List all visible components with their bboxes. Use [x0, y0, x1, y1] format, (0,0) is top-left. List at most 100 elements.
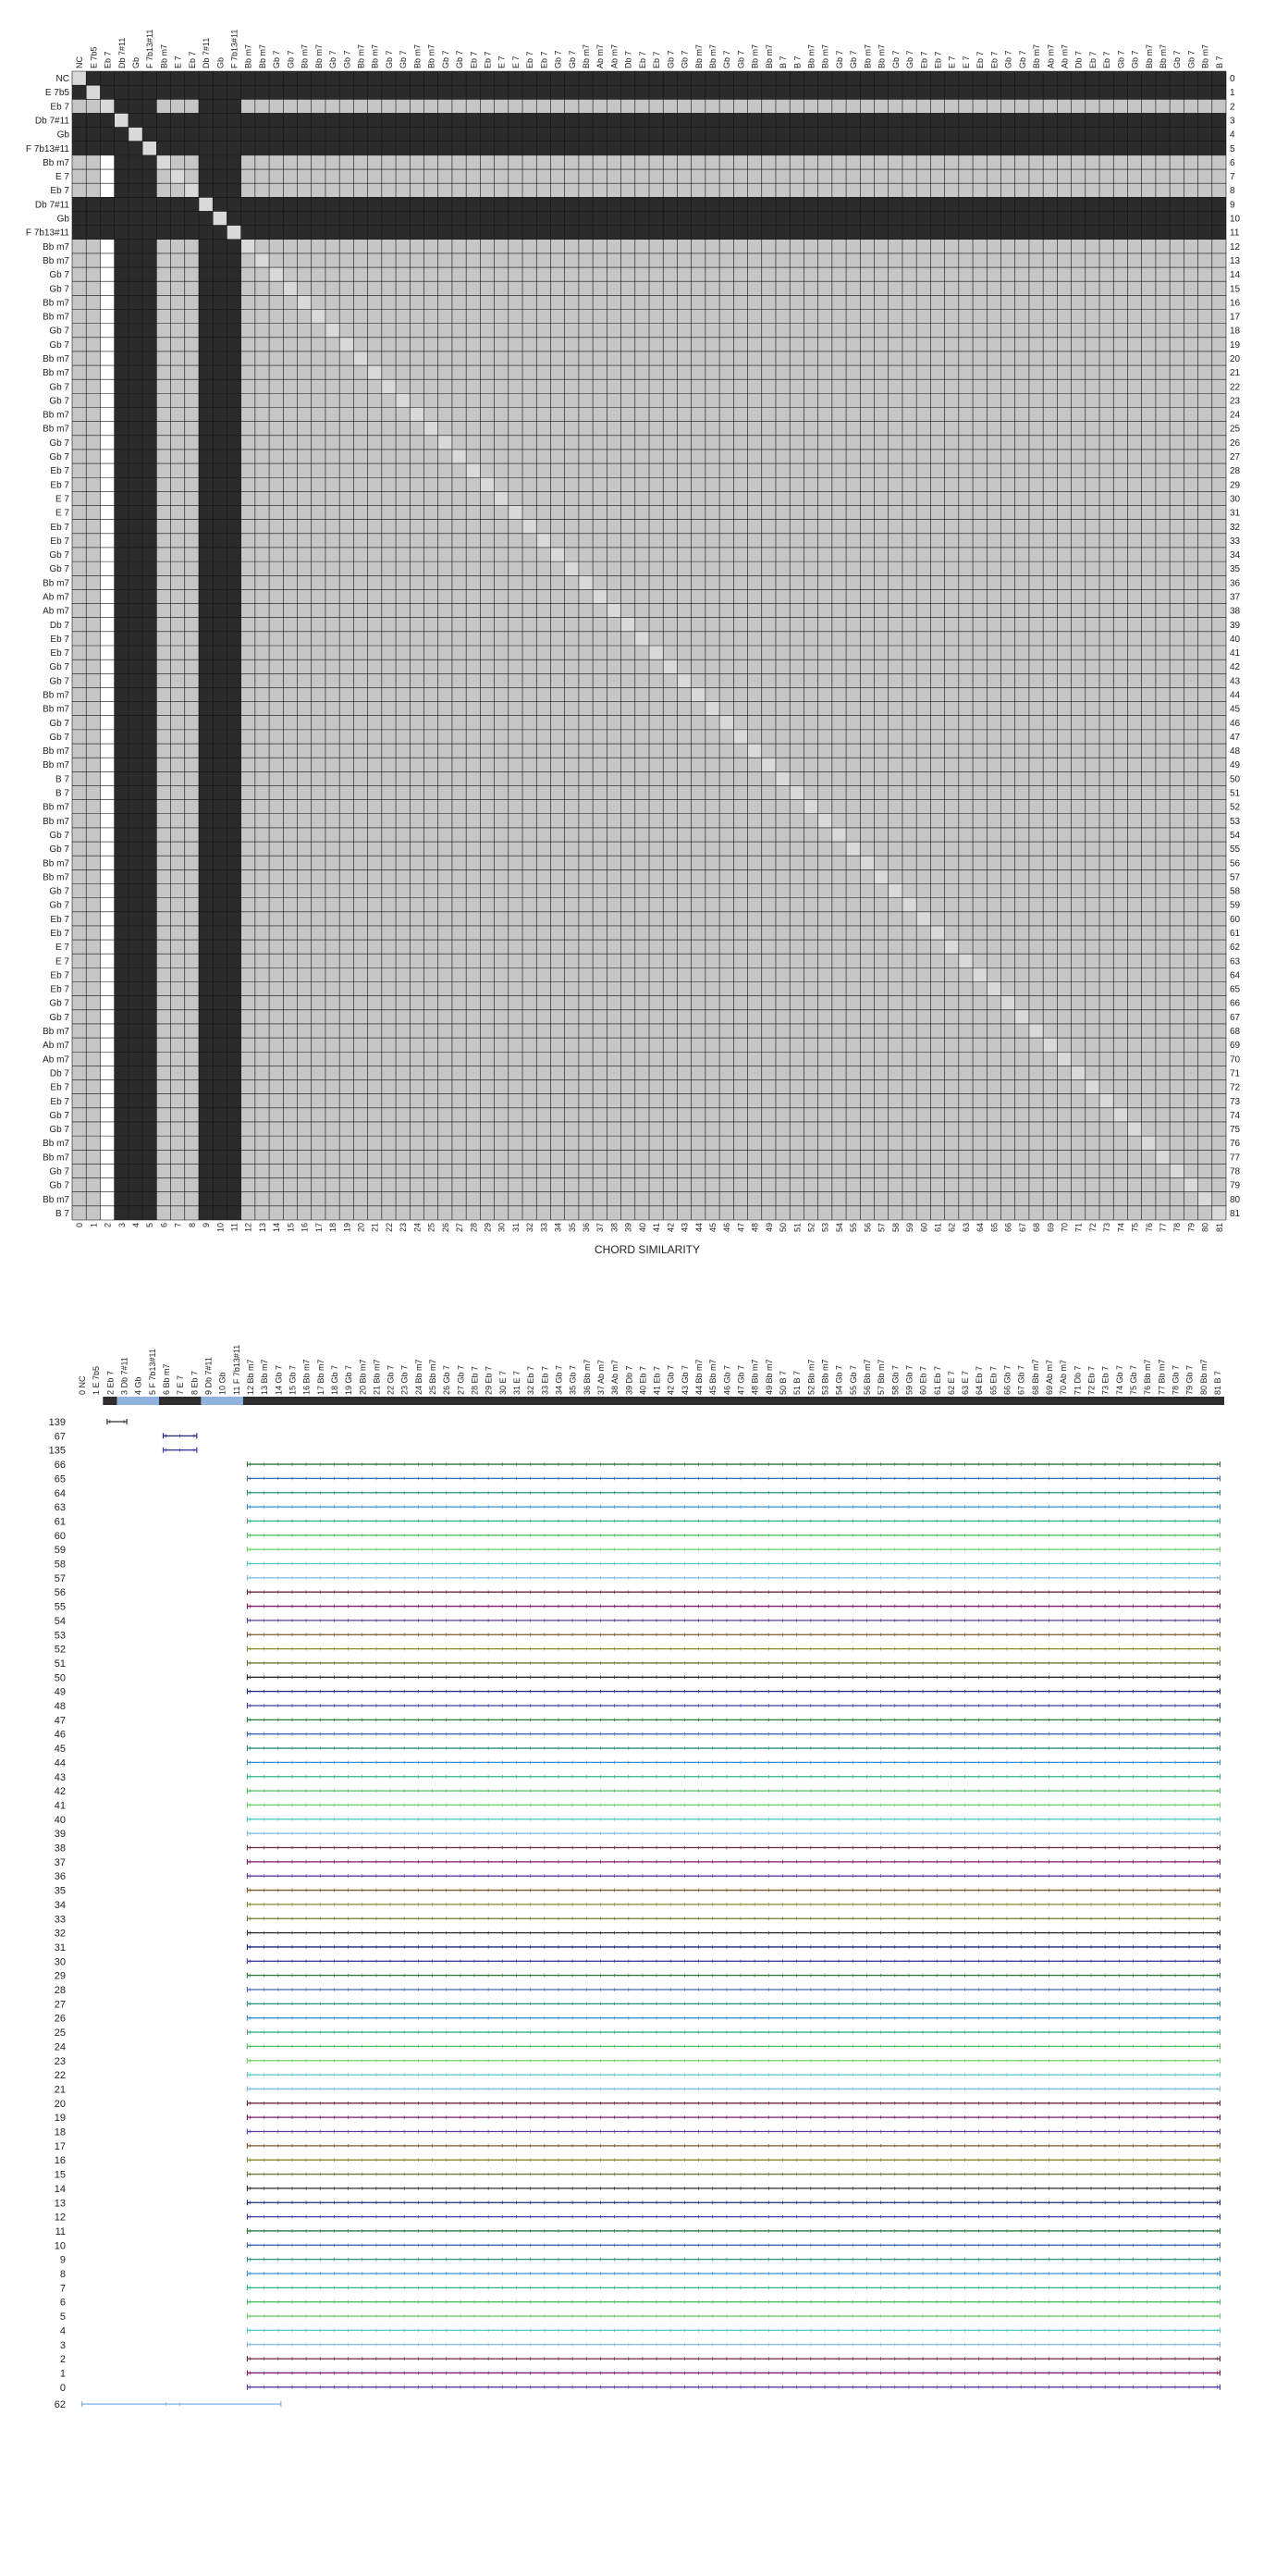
heatmap-cell [170, 169, 185, 184]
heatmap-cell [423, 379, 438, 394]
heatmap-cell [494, 856, 509, 870]
heatmap-cell [817, 154, 832, 170]
heatmap-cell [1085, 758, 1100, 772]
heatmap-cell [128, 701, 143, 716]
heatmap-cell [396, 701, 411, 716]
heatmap-cell [1099, 785, 1114, 800]
heatmap-cell [1113, 71, 1128, 86]
heatmap-cell [283, 477, 298, 492]
heatmap-cell [719, 701, 734, 716]
heatmap-cell [396, 71, 411, 86]
heatmap-cell [958, 197, 974, 212]
heatmap-cell [846, 267, 861, 282]
heatmap-cell [578, 197, 594, 212]
heatmap-cell [916, 813, 931, 828]
heatmap-cell [311, 673, 325, 688]
heatmap-cell [916, 561, 931, 576]
heatmap-cell [283, 71, 298, 86]
heatmap-cell [1099, 113, 1114, 128]
heatmap-cell [170, 701, 185, 716]
heatmap-cell [536, 421, 551, 436]
heatmap-cell [607, 505, 621, 520]
heatmap-cell [480, 603, 495, 618]
heatmap-cell [1000, 561, 1015, 576]
heatmap-cell [874, 617, 889, 632]
heatmap-cell [156, 883, 171, 898]
heatmap-cell [874, 154, 889, 170]
heatmap-cell [691, 744, 705, 758]
heatmap-cell [634, 141, 649, 155]
heatmap-cell [367, 701, 382, 716]
heatmap-cell [790, 323, 804, 338]
heatmap-cell [100, 309, 115, 324]
heatmap-cell [1071, 127, 1086, 142]
heatmap-cell [1085, 575, 1100, 590]
heatmap-cell [944, 197, 959, 212]
heatmap-cell [550, 673, 565, 688]
heatmap-cell [705, 225, 720, 240]
heatmap-cell [987, 842, 1001, 857]
heatmap-cell [142, 239, 157, 253]
heatmap-cell [578, 449, 594, 464]
heatmap-cell [761, 141, 776, 155]
heatmap-cell [410, 617, 424, 632]
heatmap-cell [987, 575, 1001, 590]
heatmap-cell [508, 547, 523, 562]
heatmap-cell [508, 673, 523, 688]
heatmap-cell [663, 113, 678, 128]
heatmap-cell [649, 799, 664, 814]
heatmap-cell [339, 758, 354, 772]
heatmap-cell [536, 154, 551, 170]
heatmap-cell [522, 183, 537, 198]
heatmap-cell [958, 813, 974, 828]
heatmap-cell [213, 309, 227, 324]
heatmap-cell [1170, 659, 1184, 674]
heatmap-cell [283, 309, 298, 324]
heatmap-cell [846, 856, 861, 870]
heatmap-cell [1141, 883, 1156, 898]
heatmap-cell [649, 561, 664, 576]
heatmap-cell [719, 393, 734, 408]
heatmap-cell [691, 113, 705, 128]
heatmap-cell [719, 631, 734, 646]
heatmap-cell [1014, 225, 1029, 240]
heatmap-cell [451, 519, 467, 534]
heatmap-cell [508, 295, 523, 310]
heatmap-cell [677, 589, 692, 604]
heatmap-cell [227, 127, 241, 142]
heatmap-cell [1184, 141, 1198, 155]
heatmap-cell [649, 575, 664, 590]
heatmap-cell [888, 421, 902, 436]
heatmap-cell [86, 505, 101, 520]
heatmap-cell [958, 393, 974, 408]
heatmap-cell [578, 533, 594, 548]
heatmap-cell [325, 295, 340, 310]
heatmap-cell [846, 547, 861, 562]
heatmap-cell [100, 659, 115, 674]
heatmap-cell [550, 267, 565, 282]
heatmap-cell [607, 407, 621, 422]
heatmap-cell [410, 379, 424, 394]
heatmap-cell [128, 127, 143, 142]
heatmap-cell [1184, 197, 1198, 212]
heatmap-cell [550, 449, 565, 464]
heatmap-cell [451, 351, 467, 366]
heatmap-cell [480, 127, 495, 142]
heatmap-cell [987, 813, 1001, 828]
heatmap-cell [1057, 435, 1072, 450]
heatmap-cell [339, 365, 354, 380]
heatmap-cell [916, 631, 931, 646]
heatmap-cell [1197, 617, 1212, 632]
heatmap-cell [311, 267, 325, 282]
heatmap-cell [311, 169, 325, 184]
heatmap-cell [930, 505, 945, 520]
heatmap-cell [396, 561, 411, 576]
heatmap-cell [114, 491, 129, 506]
heatmap-cell [930, 744, 945, 758]
heatmap-cell [663, 351, 678, 366]
heatmap-cell [705, 869, 720, 884]
heatmap-cell [184, 127, 199, 142]
heatmap-cell [536, 127, 551, 142]
heatmap-cell [72, 883, 87, 898]
heatmap-cell [663, 225, 678, 240]
